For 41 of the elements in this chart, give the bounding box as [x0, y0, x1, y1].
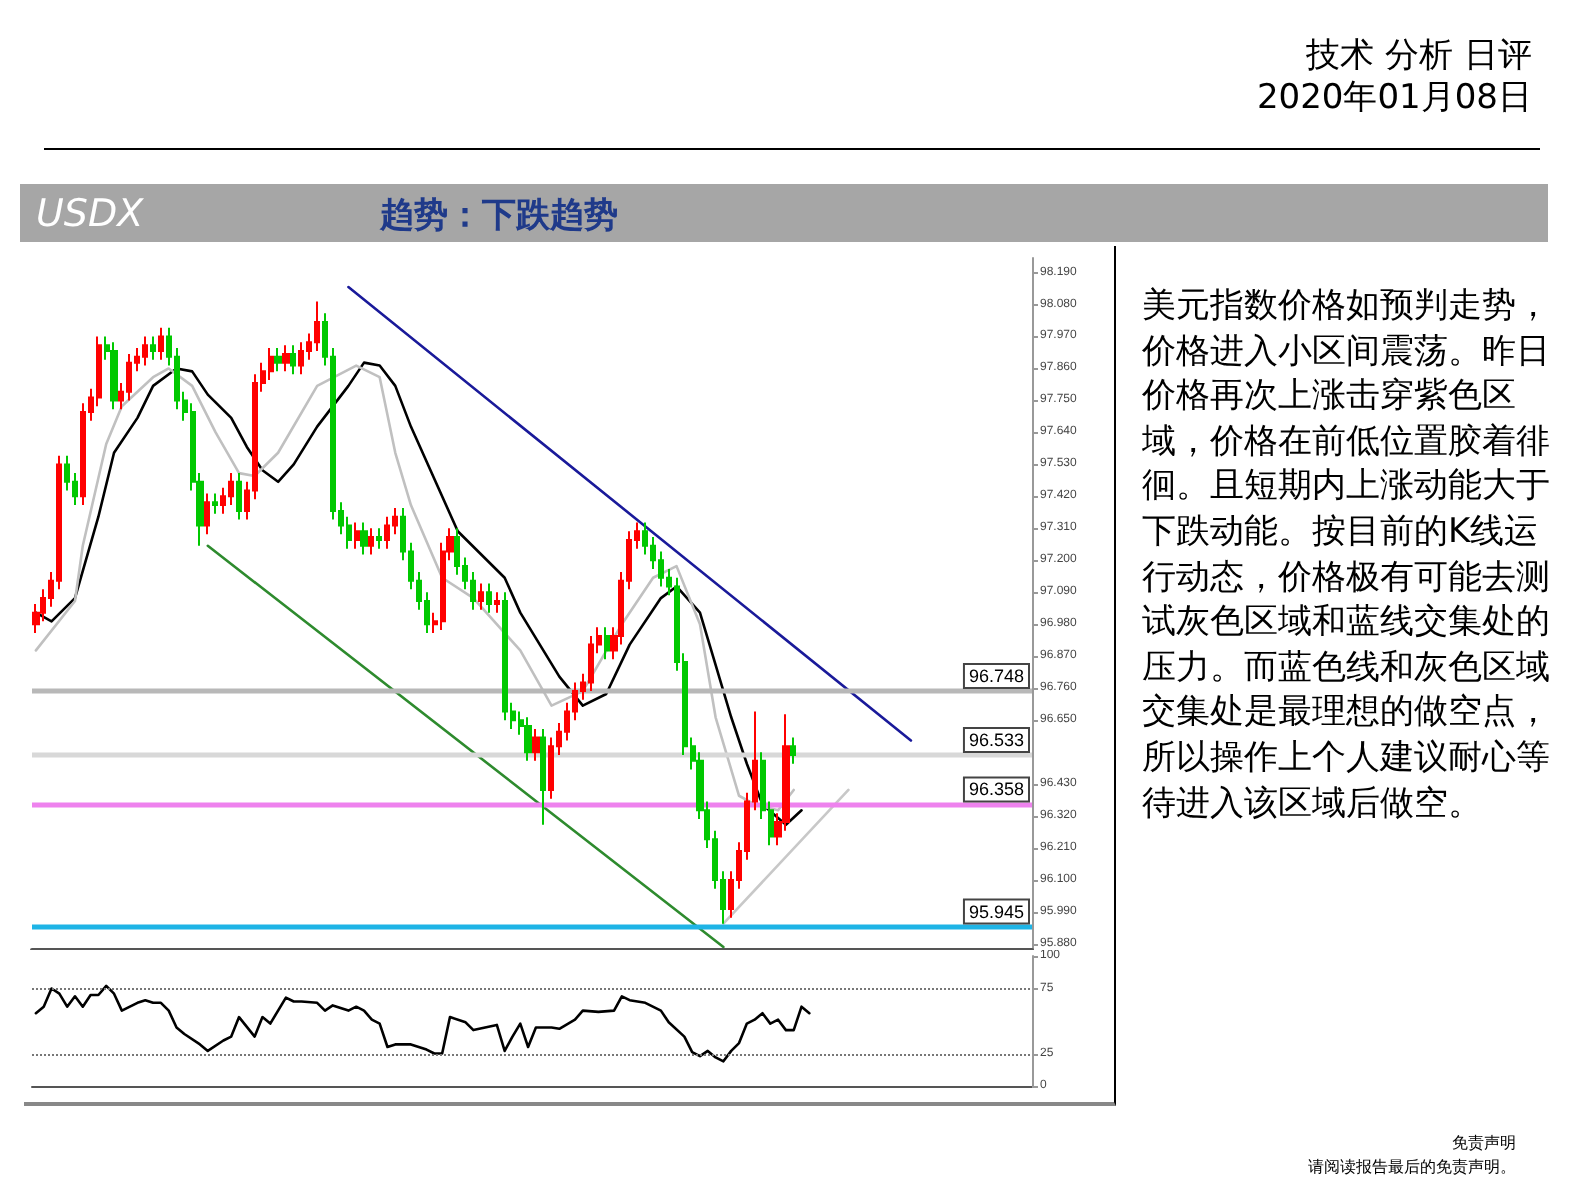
candlestick [368, 527, 374, 556]
candlestick [314, 300, 320, 353]
candlestick [588, 634, 594, 693]
candlestick [376, 527, 382, 550]
candlestick [126, 352, 132, 402]
ref-line-label: 96.533 [968, 730, 1024, 751]
candlestick [524, 716, 532, 762]
candlestick [502, 591, 508, 722]
candlestick [150, 335, 156, 361]
candlestick [540, 727, 546, 826]
candlestick [274, 347, 282, 373]
candlestick [142, 335, 148, 367]
candlestick [110, 341, 118, 411]
candlestick [532, 727, 540, 762]
candlestick [282, 344, 290, 373]
candlestick [212, 492, 218, 515]
candlestick [354, 521, 360, 550]
line-series [34, 984, 811, 1063]
candlestick [228, 472, 234, 507]
candlestick [158, 326, 164, 361]
text: 2020年01月08日 [1256, 76, 1532, 120]
ref-line-label: 95.945 [968, 901, 1024, 922]
text: 请阅读报告最后的免责声明。 [1308, 1156, 1516, 1178]
ref-line-label: 96.748 [968, 666, 1024, 687]
candlestick [290, 344, 296, 376]
candlestick [298, 341, 304, 376]
candlestick [494, 591, 500, 614]
candlestick [236, 472, 242, 521]
candlestick [604, 626, 610, 661]
candlestick [360, 521, 368, 556]
candlestick [478, 582, 484, 611]
candlestick [486, 582, 492, 614]
text: 美元指数价格如预判走势，价格进入小区间震荡。昨日价格再次上涨击穿紫色区域，价格在前低位置胶着徘徊。且短期内上涨动能大于下跌动能。按目前的K线运行动态，价格极有可能去测试灰色区域和蓝线交集处的压力。而蓝色线和灰色区域交集处是最理想的做空点，所以操作上个人建议耐心等待进入该区域后做空。 [1142, 286, 1550, 824]
text: 免责声明 [1452, 1132, 1516, 1154]
ref-line-label: 96.358 [968, 779, 1024, 800]
candlestick [204, 492, 210, 536]
candlestick [384, 515, 390, 550]
candlestick [790, 736, 796, 765]
text: 技术 分析 日评 [1306, 34, 1532, 78]
chart-subtitle: 趋势：下跌趋势 [380, 194, 618, 238]
chart-title: USDX [36, 192, 144, 236]
